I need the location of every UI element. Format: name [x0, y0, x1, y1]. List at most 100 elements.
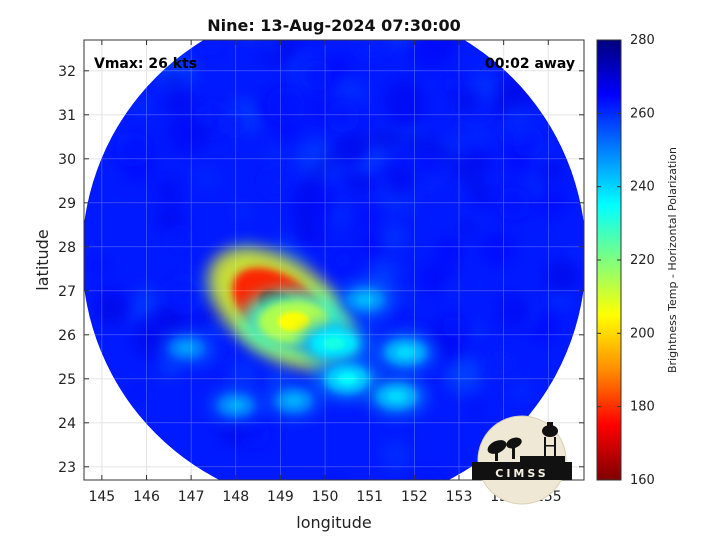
texture-speckle	[115, 131, 152, 168]
y-axis: 23 24 25 26 27 28 29 30 31 32	[58, 64, 584, 476]
texture-speckle	[382, 440, 408, 466]
texture-speckle	[511, 380, 532, 402]
texture-speckle	[525, 179, 542, 195]
texture-speckle	[412, 469, 444, 480]
texture-speckle	[212, 343, 228, 359]
texture-speckle	[260, 40, 280, 54]
swath	[84, 40, 584, 480]
texture-speckle	[197, 110, 211, 124]
colorbar: 160 180 200 220 240 260 280 Brightness Temp - …	[596, 33, 679, 488]
convective-features	[161, 247, 436, 422]
x-tick-label: 150	[312, 489, 339, 505]
texture-speckle	[159, 358, 180, 379]
y-tick-label: 23	[58, 460, 76, 476]
texture-speckle	[436, 238, 461, 263]
x-tick-label: 151	[356, 489, 383, 505]
x-axis-label: longitude	[296, 513, 371, 532]
colorbar-tick-label: 200	[630, 326, 655, 341]
texture-speckle	[266, 145, 283, 161]
feature-band-southwest-fragment	[209, 388, 262, 422]
colorbar-label: Brightness Temp - Horizontal Polarizatio…	[666, 147, 679, 373]
texture-speckle	[165, 89, 195, 118]
x-tick-label: 149	[267, 489, 294, 505]
x-tick-label: 148	[222, 489, 249, 505]
building-silhouette	[472, 456, 572, 480]
texture-speckle	[222, 112, 246, 136]
texture-speckle	[162, 188, 178, 203]
logo-text: CIMSS	[495, 467, 548, 480]
x-tick-label: 152	[401, 489, 428, 505]
texture-speckle	[460, 221, 474, 235]
texture-speckle	[490, 352, 515, 378]
feature-band-north	[338, 282, 393, 317]
colorbar-tick-label: 160	[630, 473, 655, 488]
texture-speckle	[468, 323, 484, 339]
feature-band-south	[314, 358, 380, 400]
texture-speckle	[169, 228, 189, 248]
y-tick-label: 29	[58, 196, 76, 212]
texture-speckle	[462, 118, 492, 148]
texture-speckle	[527, 311, 560, 343]
texture-speckle	[400, 289, 413, 302]
texture-speckle	[166, 72, 185, 91]
y-tick-label: 24	[58, 416, 76, 432]
chart-title: Nine: 13-Aug-2024 07:30:00	[207, 16, 461, 35]
texture-speckle	[266, 86, 306, 126]
texture-speckle	[207, 322, 220, 335]
feature-band-west-fragment	[161, 331, 212, 365]
texture-speckle	[113, 128, 127, 142]
texture-speckle	[480, 232, 515, 267]
texture-speckle	[496, 186, 531, 221]
spiral-arc	[299, 133, 491, 240]
texture-speckle	[333, 250, 353, 270]
texture-speckle	[566, 246, 584, 265]
texture-speckle	[218, 414, 249, 445]
texture-speckle	[410, 40, 451, 70]
colorbar-tick-label: 280	[630, 33, 655, 48]
colorbar-tick-label: 240	[630, 180, 655, 195]
texture-speckle	[235, 204, 251, 220]
x-tick-label: 153	[446, 489, 473, 505]
texture-speckle	[442, 314, 466, 339]
texture-speckle	[470, 71, 499, 100]
texture-speckle	[392, 229, 406, 243]
time-offset-annotation: 00:02 away	[485, 56, 575, 72]
texture-speckle	[539, 188, 568, 217]
texture-speckle	[543, 160, 563, 180]
y-tick-label: 31	[58, 108, 76, 124]
colorbar-tick-label: 180	[630, 400, 655, 415]
texture-speckle	[228, 357, 259, 388]
y-tick-label: 28	[58, 240, 76, 256]
texture-speckle	[385, 163, 417, 195]
colorbar-ticks: 160 180 200 220 240 260 280	[597, 33, 655, 488]
y-tick-label: 30	[58, 152, 76, 168]
texture-speckle	[132, 97, 149, 114]
y-tick-label: 27	[58, 284, 76, 300]
texture-speckle	[201, 40, 219, 56]
texture-speckle	[131, 387, 144, 401]
x-tick-label: 147	[178, 489, 205, 505]
texture-speckle	[359, 206, 381, 228]
y-axis-label: latitude	[33, 229, 52, 290]
colorbar-tick-label: 260	[630, 106, 655, 121]
texture-speckle	[456, 90, 477, 112]
texture-speckle	[308, 98, 333, 123]
texture-speckle	[91, 259, 108, 275]
texture-speckle	[156, 204, 185, 232]
texture-speckle	[165, 278, 199, 312]
texture-speckle	[95, 294, 126, 325]
texture-speckle	[469, 402, 483, 416]
y-tick-label: 32	[58, 64, 76, 80]
texture-speckle	[413, 150, 439, 175]
feature-band-southeast	[366, 377, 427, 416]
vmax-annotation: Vmax: 26 kts	[94, 56, 197, 72]
x-tick-label: 145	[88, 489, 115, 505]
water-tower-icon	[542, 422, 558, 457]
texture-speckle	[385, 80, 421, 116]
texture-speckle	[326, 99, 360, 133]
texture-speckle	[545, 259, 579, 293]
texture-speckle	[444, 356, 483, 394]
cimss-logo: CIMSS	[472, 415, 572, 505]
plot-area	[84, 40, 584, 480]
